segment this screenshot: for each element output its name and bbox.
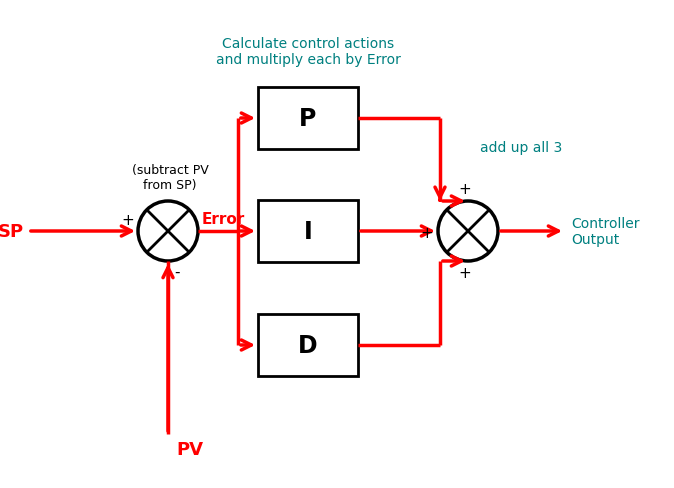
Text: D: D xyxy=(298,333,318,357)
Text: -: - xyxy=(174,264,179,280)
Circle shape xyxy=(438,202,498,262)
Text: P: P xyxy=(299,107,317,131)
Text: +: + xyxy=(458,182,471,197)
Bar xyxy=(258,88,358,150)
Text: add up all 3: add up all 3 xyxy=(480,141,562,155)
Bar xyxy=(258,201,358,263)
Text: +: + xyxy=(121,213,134,228)
Text: +: + xyxy=(421,226,433,241)
Text: Calculate control actions
and multiply each by Error: Calculate control actions and multiply e… xyxy=(216,37,400,67)
Text: +: + xyxy=(458,265,471,281)
Text: Error: Error xyxy=(202,212,245,227)
Text: SP: SP xyxy=(0,223,24,241)
Bar xyxy=(258,314,358,376)
Circle shape xyxy=(138,202,198,262)
Text: I: I xyxy=(303,220,312,244)
Text: (subtract PV
from SP): (subtract PV from SP) xyxy=(131,163,208,192)
Text: PV: PV xyxy=(176,440,203,458)
Text: Controller
Output: Controller Output xyxy=(571,217,640,246)
